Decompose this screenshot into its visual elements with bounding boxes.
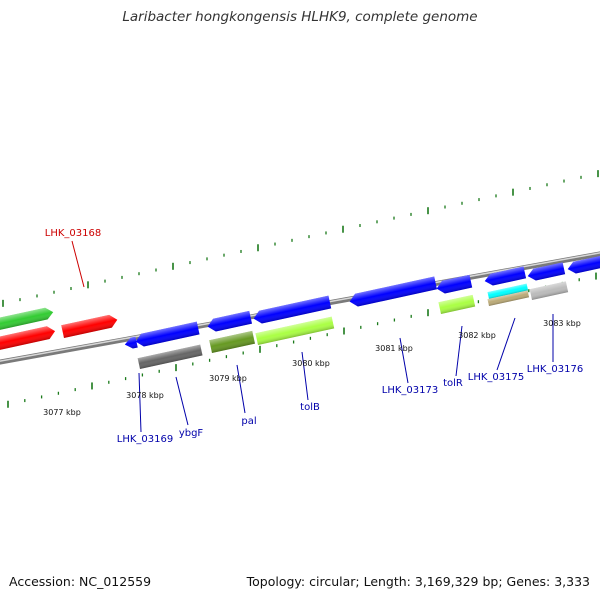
cds-lhk-03169-shade <box>135 321 200 347</box>
cds-lhk-03168 <box>61 314 118 338</box>
gene-label: LHK_03173 <box>382 385 438 396</box>
feature-tolR-shade <box>438 294 476 314</box>
accession-text: Accession: NC_012559 <box>9 574 152 589</box>
gene-label: tolB <box>300 402 320 413</box>
cds-small-blue <box>124 336 138 349</box>
cds-green-left <box>0 307 54 332</box>
feature-cyan <box>487 283 529 299</box>
cds-lhk-03175-shade <box>484 266 527 286</box>
gene-label: pal <box>241 416 256 427</box>
feature-tan-shade <box>487 290 530 306</box>
feature-tolR <box>438 294 476 314</box>
cds-green-left-shade <box>0 307 54 332</box>
leader-line <box>138 372 142 433</box>
scale-labels: 3077 kbp 3078 kbp 3079 kbp 3080 kbp 3081 kbp… <box>43 319 581 417</box>
cds-right <box>567 254 600 274</box>
map-title: Laribacter hongkongensis HLHK9, complete… <box>122 9 478 25</box>
feature-pal-shade <box>209 330 255 353</box>
leader-line <box>236 364 246 414</box>
cds-tolR <box>436 274 473 294</box>
leader-line <box>496 317 516 371</box>
leader-line <box>455 325 463 377</box>
cds-red-left <box>0 326 56 352</box>
feature-pal <box>209 330 255 353</box>
gene-label: tolR <box>443 378 463 389</box>
cds-tolB-shade <box>253 295 332 324</box>
cds-right-shade <box>567 254 600 274</box>
feature-track <box>0 254 600 369</box>
cds-tolR-shade <box>436 274 473 294</box>
gene-label: ybgF <box>179 428 204 439</box>
scale-label: 3081 kbp <box>375 344 413 353</box>
scale-label: 3083 kbp <box>543 319 581 328</box>
feature-tolB <box>255 316 335 345</box>
feature-gray <box>137 344 203 369</box>
scale-label: 3077 kbp <box>43 408 81 417</box>
feature-tan <box>487 290 530 306</box>
scale-label: 3078 kbp <box>126 391 164 400</box>
cds-lhk-03168-shade <box>61 314 118 338</box>
cds-small-blue-shade <box>124 336 138 349</box>
label-leader-lines <box>71 240 554 433</box>
gene-label: LHK_03175 <box>468 372 524 383</box>
scale-label: 3082 kbp <box>458 331 496 340</box>
cds-tolB <box>253 295 332 324</box>
feature-tolB-shade <box>255 316 335 345</box>
genome-stats-text: Topology: circular; Length: 3,169,329 bp… <box>246 574 590 589</box>
leader-line <box>175 376 189 426</box>
cds-lhk-03176 <box>527 262 566 281</box>
cds-lhk-03176-shade <box>527 262 566 281</box>
gene-label: LHK_03168 <box>45 228 101 239</box>
scale-label: 3079 kbp <box>209 374 247 383</box>
feature-cyan-shade <box>487 283 529 299</box>
scale-label: 3080 kbp <box>292 359 330 368</box>
gene-label: LHK_03169 <box>117 434 173 445</box>
gene-labels: LHK_03168 LHK_03169 ybgF pal tolB LHK_03173 to… <box>45 228 583 445</box>
cds-lhk-03173-shade <box>349 276 437 307</box>
cds-ybgF-shade <box>207 310 252 332</box>
cds-red-left-shade <box>0 326 56 352</box>
cds-lhk-03173 <box>349 276 437 307</box>
gene-label: LHK_03176 <box>527 364 583 375</box>
cds-ybgF <box>207 310 252 332</box>
feature-lightgray <box>529 281 569 300</box>
cds-lhk-03169 <box>135 321 200 347</box>
leader-line <box>301 351 309 401</box>
leader-line <box>71 240 85 288</box>
leader-line <box>399 337 409 384</box>
cds-lhk-03175 <box>484 266 527 286</box>
outer-tick-ring <box>2 170 599 307</box>
feature-gray-shade <box>137 344 203 369</box>
feature-lightgray-shade <box>529 281 569 300</box>
